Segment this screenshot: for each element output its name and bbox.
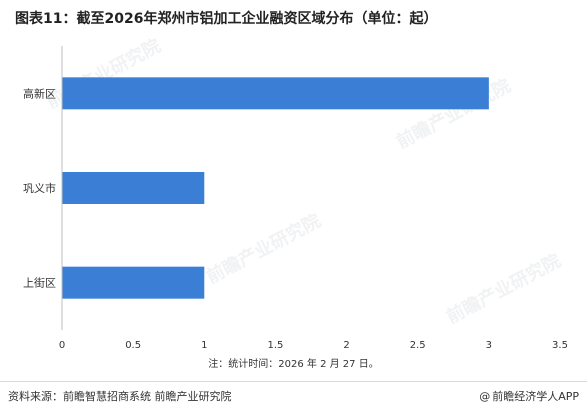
- at-icon: @: [479, 389, 491, 403]
- chart-title: 图表11：截至2026年郑州市铝加工企业融资区域分布（单位：起）: [15, 11, 438, 27]
- x-tick-label: 2.5: [410, 340, 426, 351]
- x-tick-label: 1.5: [267, 340, 283, 351]
- x-tick-label: 3.5: [552, 340, 568, 351]
- x-tick-label: 3: [486, 340, 492, 351]
- footer-divider: [0, 381, 587, 382]
- category-label: 高新区: [23, 86, 56, 100]
- category-label: 巩义市: [23, 181, 56, 195]
- x-tick-label: 1: [201, 340, 207, 351]
- brand-name: 前瞻经济学人APP: [492, 390, 579, 403]
- x-tick-label: 0.5: [125, 340, 141, 351]
- chart-note: 注：统计时间：2026 年 2 月 27 日。: [208, 359, 379, 370]
- footer-brand: @ 前瞻经济学人APP: [479, 388, 579, 404]
- category-label: 上街区: [23, 276, 56, 290]
- x-tick-label: 2: [343, 340, 349, 351]
- bar-2: [62, 172, 205, 204]
- footer-source: 资料来源：前瞻智慧招商系统 前瞻产业研究院: [8, 390, 232, 403]
- x-tick-label: 0: [59, 340, 65, 351]
- bar-1: [62, 77, 489, 110]
- bar-3: [62, 266, 205, 299]
